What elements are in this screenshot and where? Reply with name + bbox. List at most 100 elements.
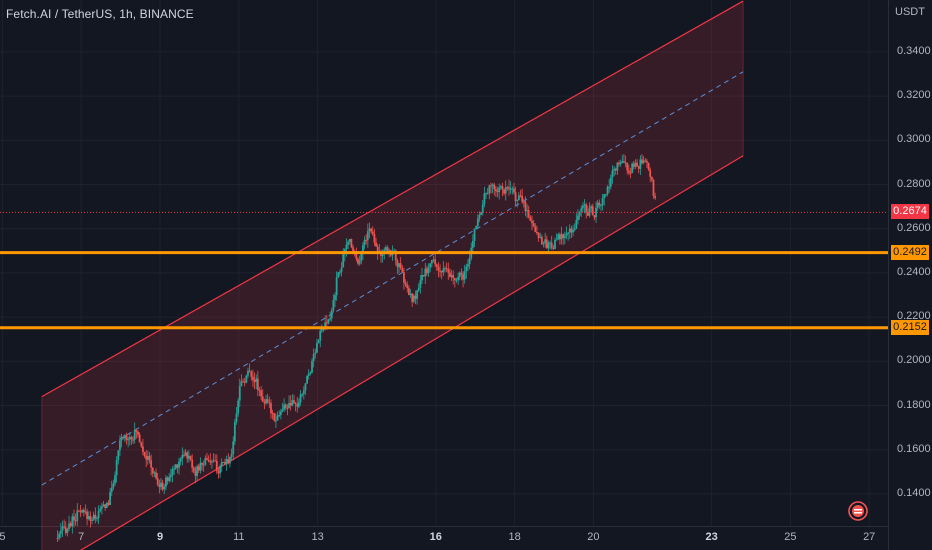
symbol-title: Fetch.AI / TetherUS, 1h, BINANCE: [6, 7, 194, 21]
candle-body: [624, 162, 627, 164]
candle-body: [481, 204, 484, 213]
candle-body: [371, 231, 374, 234]
candle-body: [91, 519, 93, 521]
candle-body: [291, 400, 294, 406]
candle-body: [284, 404, 287, 408]
candle-body: [330, 310, 333, 319]
candle-body: [652, 179, 655, 196]
candle-body: [173, 468, 176, 470]
candle-body: [279, 411, 282, 416]
candle-body: [311, 360, 313, 373]
candle-body: [626, 162, 629, 171]
candle-body: [69, 523, 72, 527]
price-tick-label: 0.2600: [897, 221, 931, 234]
candle-body: [153, 472, 156, 474]
candle-body: [429, 263, 432, 268]
candle-body: [86, 511, 89, 520]
candle-body: [314, 352, 317, 355]
candle-body: [345, 244, 348, 250]
candle-body: [230, 453, 233, 457]
candle-body: [312, 354, 315, 361]
candle-body: [598, 202, 601, 206]
candle-body: [325, 322, 328, 324]
candle-body: [613, 168, 615, 171]
candle-body: [503, 189, 505, 194]
candle-body: [384, 247, 387, 250]
candle-body: [206, 458, 208, 460]
candle-body: [61, 526, 64, 531]
candle-body: [319, 330, 322, 341]
candle-body: [537, 232, 540, 238]
candle-body: [78, 510, 80, 512]
time-tick-label: 27: [863, 531, 876, 543]
current-price-badge: 0.2674: [891, 204, 929, 220]
candle-body: [337, 272, 340, 278]
candle-body: [573, 228, 576, 231]
candle-body: [536, 232, 538, 234]
candle-body: [248, 370, 251, 372]
candle-body: [276, 415, 279, 421]
candle-body: [207, 459, 210, 461]
time-tick-label: 20: [587, 531, 600, 543]
candle-body: [342, 254, 345, 268]
candle-body: [161, 482, 164, 490]
candle-body: [604, 194, 607, 196]
candle-body: [585, 204, 588, 213]
candle-body: [137, 431, 139, 435]
candle-body: [265, 399, 267, 404]
candle-body: [542, 243, 545, 245]
candle-body: [201, 462, 203, 465]
candle-body: [174, 464, 177, 469]
channel-lower-line[interactable]: [42, 155, 744, 550]
candle-body: [202, 464, 205, 466]
horizontal-levels[interactable]: [0, 211, 888, 330]
candle-body: [304, 383, 307, 391]
channel-upper-line[interactable]: [41, 0, 744, 398]
candle-body: [160, 482, 162, 488]
candle-body: [217, 471, 220, 474]
candle-body: [56, 538, 59, 540]
candle-body: [156, 478, 159, 485]
candle-body: [555, 239, 558, 241]
candle-body: [623, 161, 625, 163]
candle-body: [225, 459, 228, 465]
candle-body: [299, 394, 302, 403]
candle-body: [590, 206, 593, 209]
candle-body: [460, 272, 463, 275]
price-tick-label: 0.3200: [897, 89, 931, 102]
candle-body: [255, 378, 258, 382]
regression-channel[interactable]: [41, 0, 744, 550]
candle-body: [112, 483, 115, 488]
candle-body: [243, 381, 246, 383]
candle-body: [327, 319, 330, 324]
candle-body: [501, 186, 504, 190]
candle-body: [329, 318, 331, 320]
candle-body: [145, 456, 148, 460]
candle-body: [473, 228, 476, 241]
candle-body: [488, 185, 491, 194]
candle-body: [348, 238, 351, 242]
time-tick-label: 9: [156, 531, 164, 543]
time-tick-label: 16: [429, 531, 442, 543]
candle-body: [577, 215, 579, 221]
price-tick-label: 0.1800: [897, 398, 931, 411]
candle-body: [468, 257, 471, 265]
candle-body: [281, 409, 284, 412]
candle-body: [534, 226, 537, 233]
candle-body: [639, 159, 642, 169]
candle-body: [363, 239, 366, 246]
candle-body: [250, 371, 253, 377]
tradingview-logo-icon[interactable]: [848, 501, 868, 521]
candle-body: [621, 161, 624, 163]
channel-median-line[interactable]: [41, 71, 744, 486]
candle-body: [641, 159, 643, 164]
candle-body: [268, 402, 271, 404]
candle-body: [140, 442, 143, 447]
candle-body: [242, 381, 244, 383]
candle-body: [595, 207, 597, 218]
candle-body: [84, 511, 87, 513]
candle-body: [235, 413, 238, 422]
candle-body: [513, 188, 515, 193]
